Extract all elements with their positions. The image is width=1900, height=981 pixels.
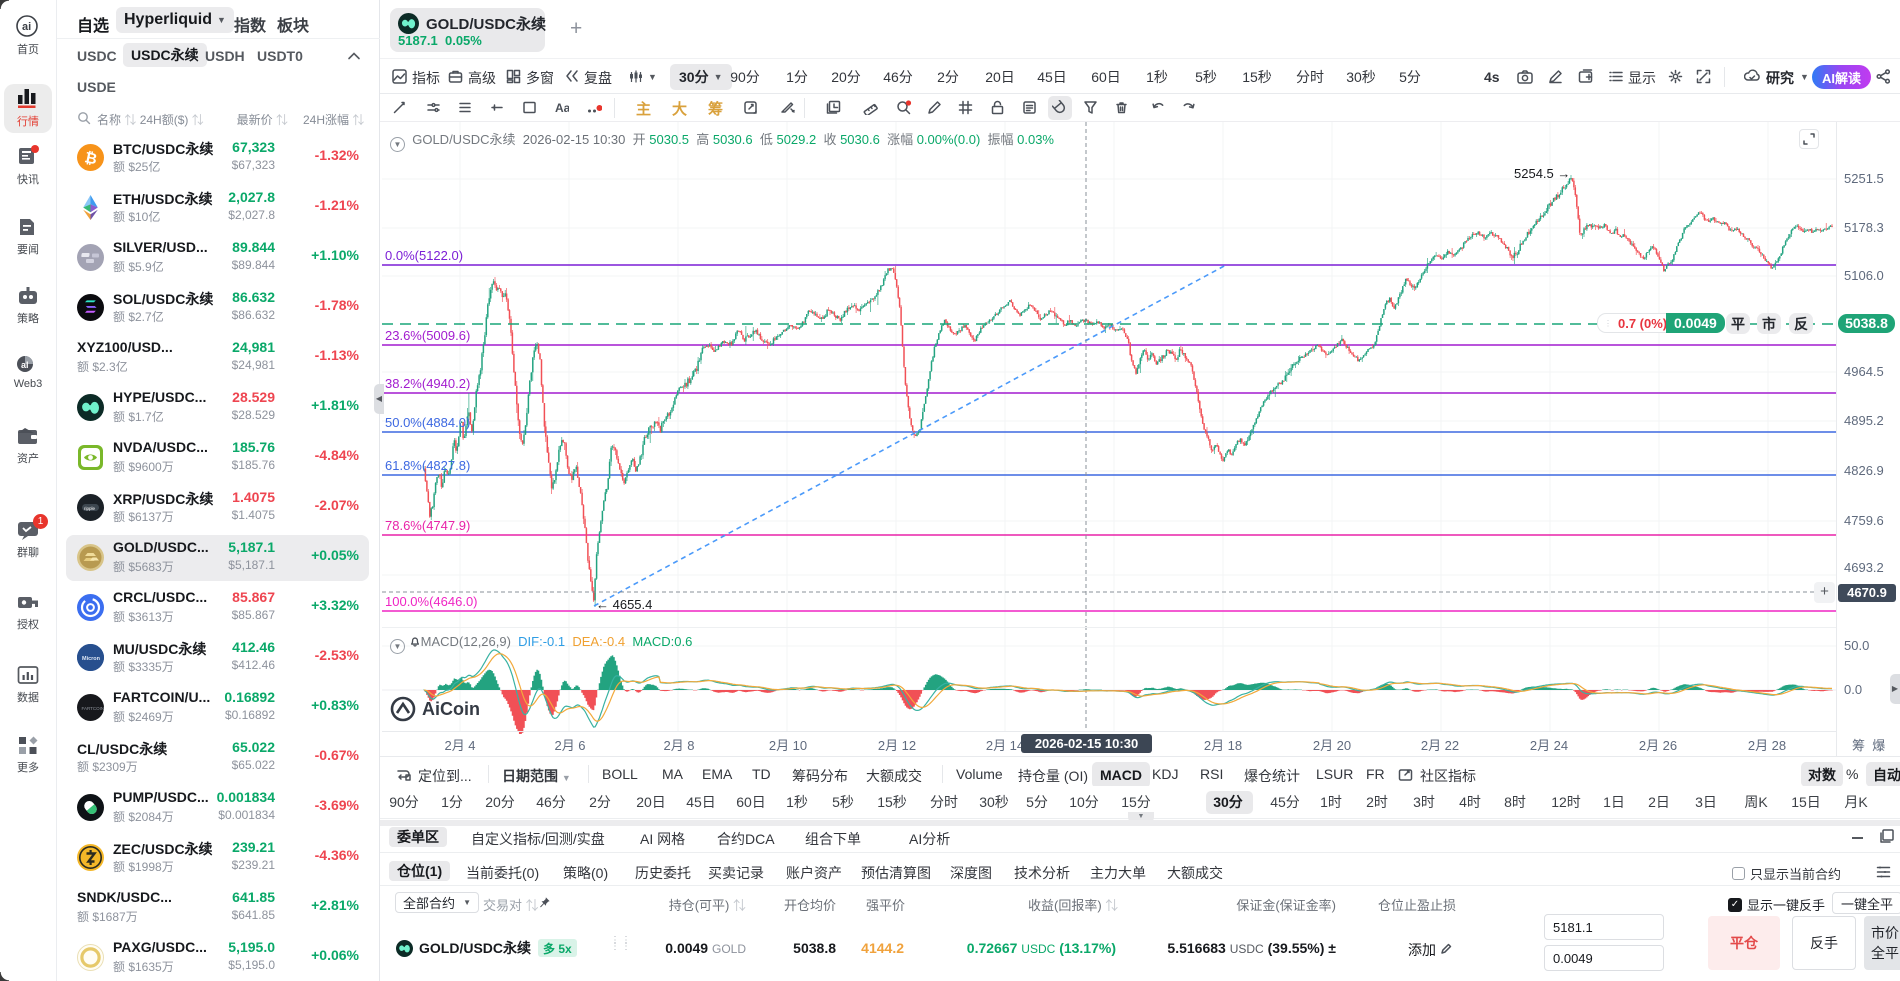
svg-text:ai: ai bbox=[22, 21, 31, 33]
svg-text:ripple: ripple bbox=[84, 506, 96, 511]
svg-text:Micron: Micron bbox=[82, 656, 101, 662]
svg-text:al: al bbox=[21, 360, 29, 370]
svg-text:Aa: Aa bbox=[555, 101, 569, 115]
svg-text:FARTCOIN: FARTCOIN bbox=[82, 706, 105, 711]
svg-text:₿: ₿ bbox=[83, 149, 99, 168]
